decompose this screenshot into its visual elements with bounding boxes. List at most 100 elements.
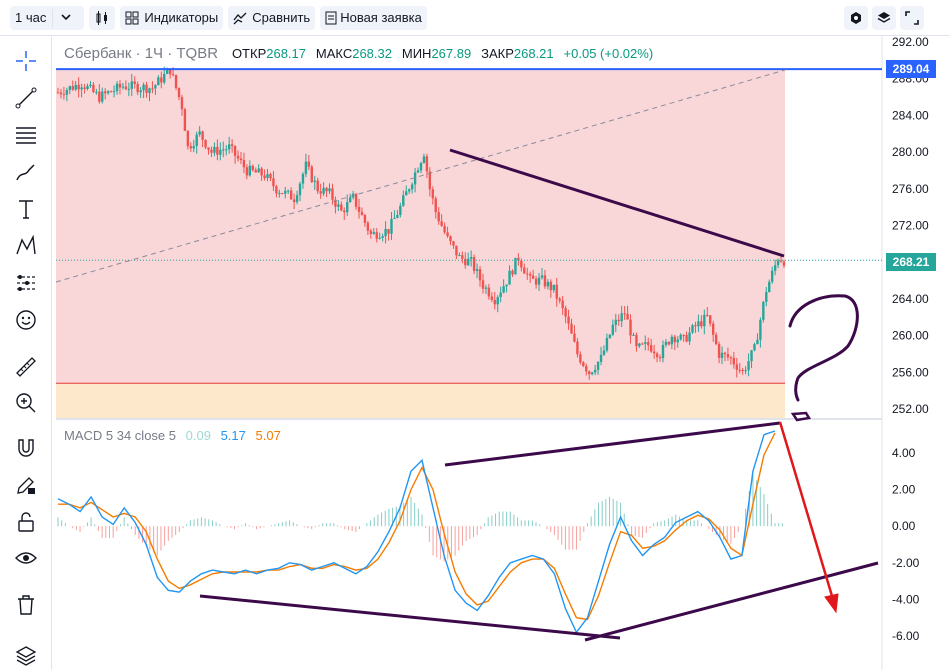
candle-body [540, 275, 544, 278]
candle [334, 196, 337, 214]
layers-button[interactable] [872, 6, 896, 30]
candle [567, 309, 570, 330]
chart-type-button[interactable] [89, 5, 116, 30]
object-tree-tool[interactable] [10, 640, 42, 670]
candle-body [77, 84, 80, 90]
candle [201, 130, 204, 148]
candle-body [354, 193, 358, 207]
candle-body [688, 332, 691, 342]
candle-body [623, 313, 626, 315]
candle-body [343, 210, 346, 213]
candle-body [602, 350, 606, 355]
text-tool[interactable] [10, 193, 42, 225]
candle [127, 82, 131, 97]
candle-body [68, 86, 72, 91]
candle [254, 167, 257, 173]
visibility-tool[interactable] [10, 542, 42, 574]
candle [735, 357, 738, 378]
candle-body [227, 144, 231, 150]
candle-body [375, 232, 378, 239]
trendline-tool[interactable] [10, 82, 42, 114]
candle-body [59, 92, 63, 95]
candle-body [700, 321, 703, 327]
indicators-button[interactable]: Индикаторы [120, 5, 224, 30]
compare-icon [233, 12, 247, 24]
new-order-button[interactable]: Новая заявка [320, 5, 427, 30]
candle-body [703, 314, 706, 327]
crosshair-tool[interactable] [10, 45, 42, 77]
candle [759, 317, 762, 348]
candle-body [384, 228, 387, 237]
candle [257, 164, 260, 173]
candle-body [139, 90, 142, 93]
candle-body [431, 189, 435, 199]
interval-select[interactable]: 1 час [10, 5, 85, 30]
candle-body [481, 280, 485, 289]
candle [511, 269, 514, 277]
compare-button[interactable]: Сравнить [228, 5, 316, 30]
candle [469, 250, 473, 267]
candle-body [393, 217, 396, 219]
candle [413, 168, 417, 193]
candle [230, 139, 234, 153]
candle-body [390, 218, 393, 234]
zoom-tool[interactable] [10, 387, 42, 419]
candle-body [192, 146, 195, 149]
lock-drawing-tool[interactable] [10, 469, 42, 501]
candle-body [316, 180, 319, 192]
candle-body [369, 230, 373, 234]
delete-tool[interactable] [10, 589, 42, 621]
chart-legend: Сбербанк · 1Ч · TQBR ОТКР268.17 МАКС268.… [64, 45, 659, 62]
candle-body [186, 130, 190, 147]
candle [667, 340, 671, 346]
candle-body [399, 205, 402, 215]
candle-body [626, 313, 629, 320]
candle-body [499, 292, 502, 298]
candle-body [372, 232, 375, 234]
candle-body [127, 88, 131, 90]
candle-body [526, 273, 529, 275]
prediction-tool[interactable] [10, 267, 42, 299]
candle [564, 305, 567, 324]
price-resistance-line [449, 148, 785, 258]
candle-body [289, 190, 293, 200]
gear-icon [851, 12, 861, 24]
lock-tool[interactable] [10, 506, 42, 538]
candle [168, 68, 172, 79]
candle [101, 87, 104, 104]
candle-body [561, 300, 564, 309]
macd-tick-label: 2.00 [892, 483, 916, 497]
candle-body [505, 284, 508, 287]
candle [537, 272, 541, 291]
candle [585, 363, 588, 376]
candle-body [201, 131, 204, 140]
candle [602, 345, 606, 356]
fib-tool[interactable] [10, 119, 42, 151]
pattern-tool[interactable] [10, 230, 42, 262]
candle [685, 331, 688, 343]
candle-body [605, 337, 609, 351]
candle [676, 336, 679, 348]
ruler-tool[interactable] [10, 351, 42, 383]
brush-tool[interactable] [10, 156, 42, 188]
candle-body [210, 149, 213, 153]
fullscreen-button[interactable] [900, 6, 924, 30]
magnet-tool[interactable] [10, 432, 42, 464]
candle [337, 200, 340, 212]
settings-button[interactable] [844, 6, 868, 30]
candle-body [360, 211, 364, 216]
candle [605, 333, 609, 353]
emoji-tool[interactable] [10, 304, 42, 336]
candle-body [83, 87, 86, 90]
candle-body [340, 204, 343, 211]
candle-body [204, 139, 207, 148]
candle [71, 80, 74, 91]
candle-body [89, 84, 92, 86]
candle [77, 77, 80, 98]
candle-body [118, 83, 122, 88]
candle [248, 160, 252, 177]
candle-body [599, 354, 603, 362]
candle [405, 185, 408, 196]
candle [372, 228, 375, 235]
